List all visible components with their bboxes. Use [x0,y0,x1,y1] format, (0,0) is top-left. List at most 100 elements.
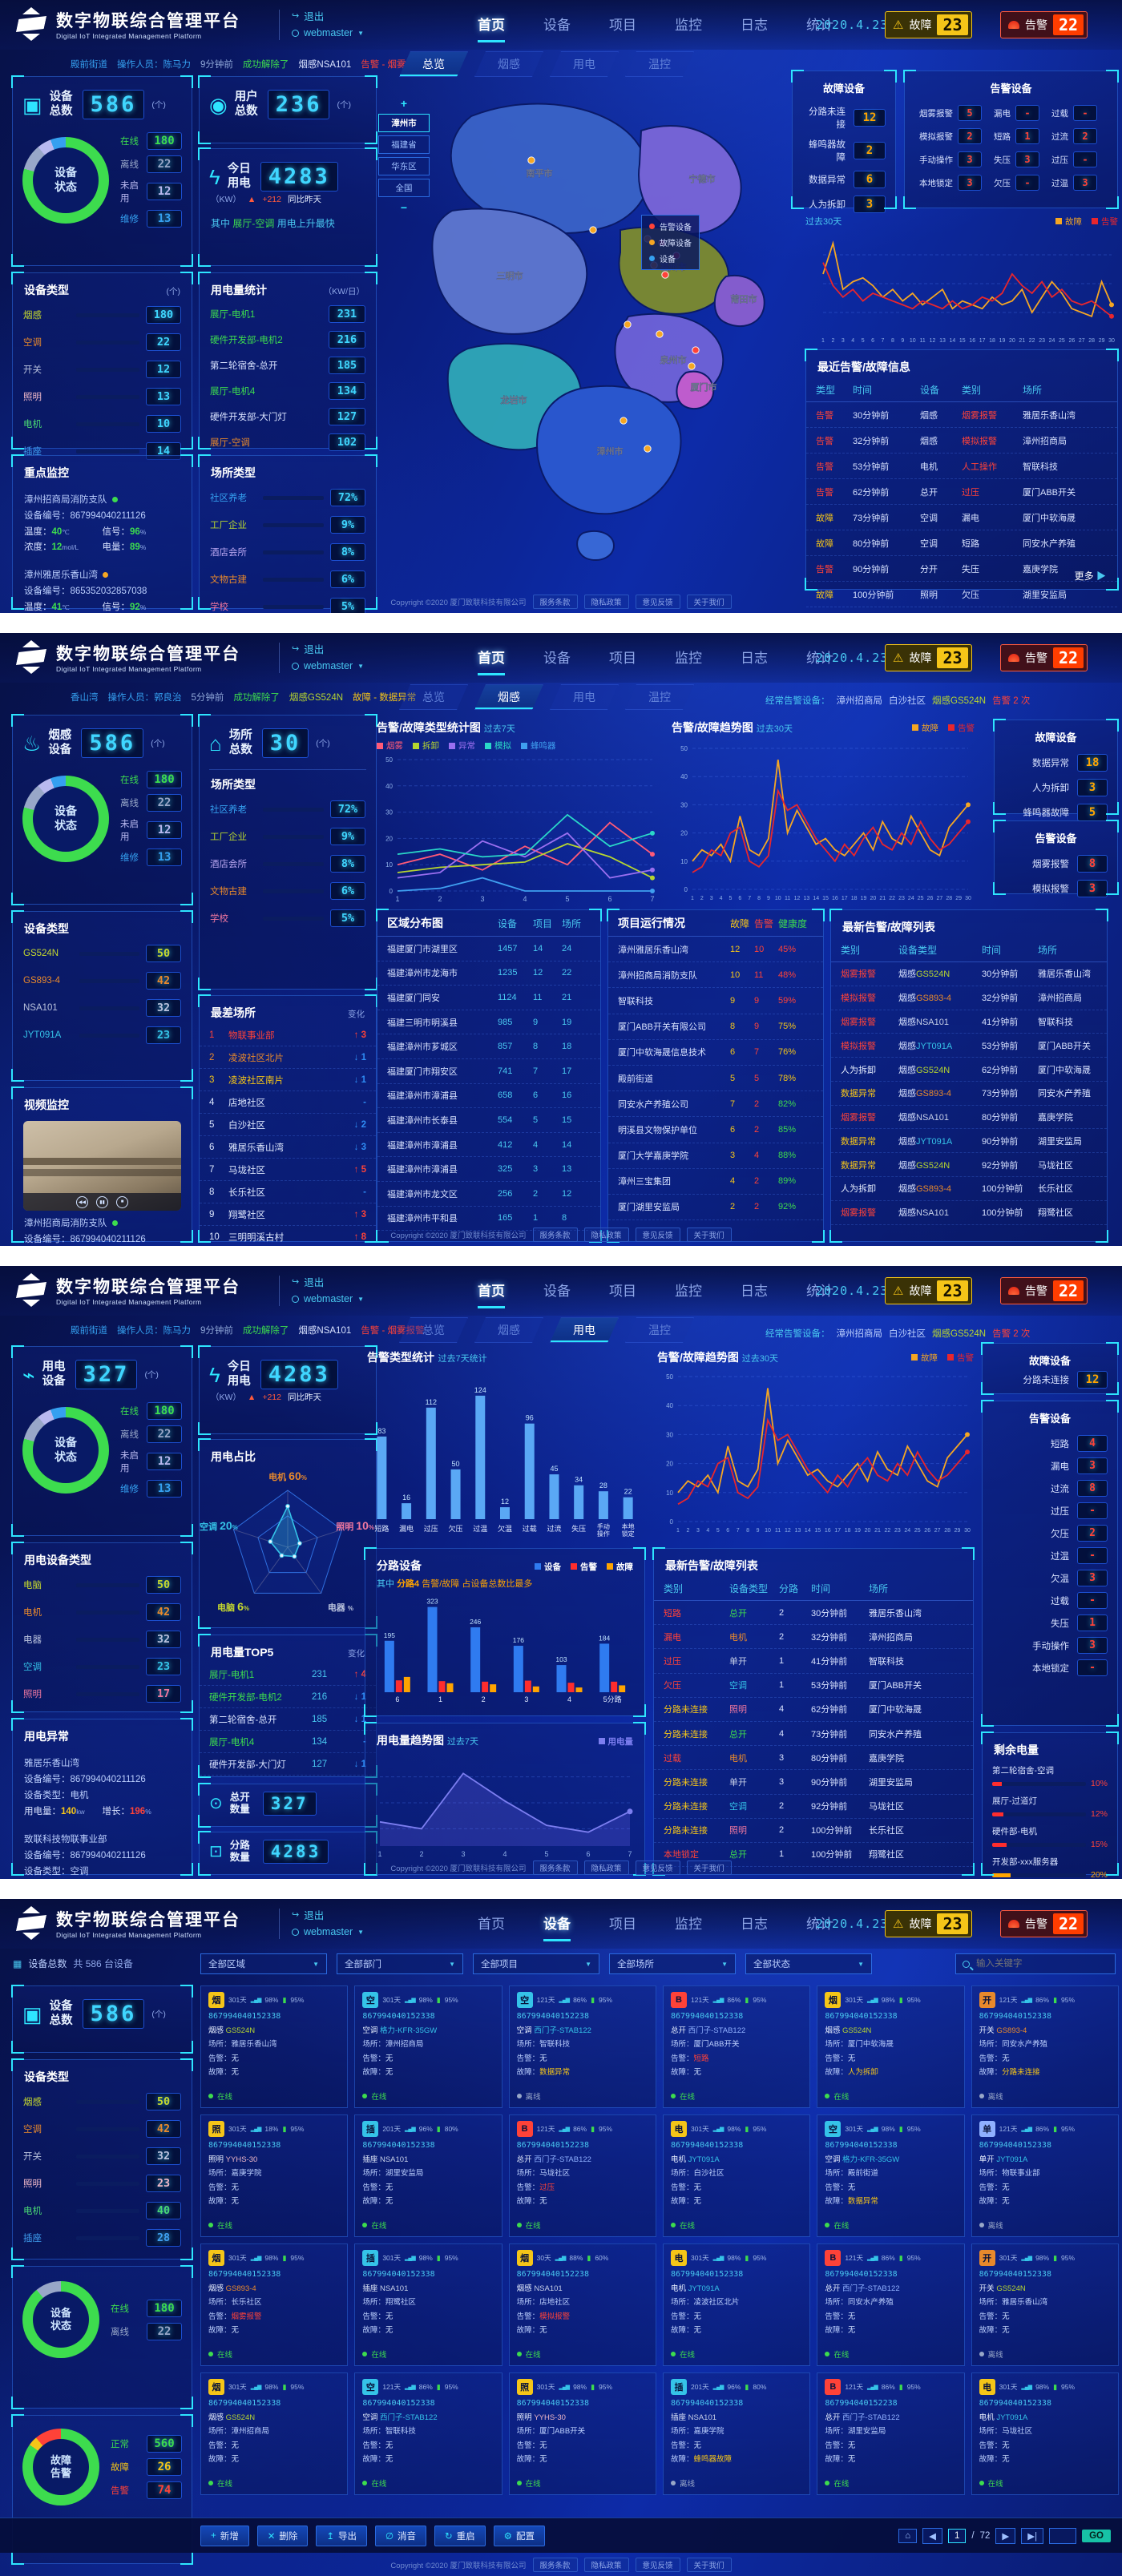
filter-dropdown[interactable]: 全部部门 ▼ [337,1953,463,1974]
video-control-button[interactable]: ◀◀ [76,1195,88,1208]
nav-item[interactable]: 设备 [543,18,571,33]
nav-item[interactable]: 统计 [806,651,833,666]
alarm-badge[interactable]: 告警 22 [1000,1277,1088,1304]
nav-item[interactable]: 项目 [609,18,636,33]
table-row[interactable]: 模拟报警 烟感GS893-4 32分钟前 漳州招商局 [831,986,1107,1010]
footer-link[interactable]: 意见反馈 [635,1860,680,1875]
footer-link[interactable]: 隐私政策 [583,595,629,609]
table-row[interactable]: 人为拆卸 烟感GS893-4 100分钟前 长乐社区 [831,1177,1107,1201]
logout-button[interactable]: ↪ 退出 [292,11,325,22]
device-card[interactable]: 开 121天 ▂▄▆ 86% ▮ 95% 867994040152338 开关 GS89… [971,1985,1119,2108]
worst-venue-row[interactable]: 9 翔鹭社区 ↑ 3 [200,1203,376,1226]
province-map[interactable]: 南平市宁德市三明市福州市莆田市泉州市龙岩市漳州市厦门市 [383,76,800,605]
subnav-item[interactable]: 用电 [550,1317,619,1343]
project-row[interactable]: 厦门湖里安监局 2 2 92% [608,1195,823,1221]
nav-item[interactable]: 监控 [675,1284,702,1299]
project-row[interactable]: 漳州三宝集团 4 2 89% [608,1169,823,1195]
search-input[interactable] [975,1958,1108,1969]
table-row[interactable]: 故障 80分钟前 空调 短路 同安水产养殖 [806,530,1117,556]
logout-button[interactable]: ↪ 退出 [292,1277,325,1288]
project-row[interactable]: 殿前街道 5 5 78% [608,1066,823,1092]
fault-badge[interactable]: ⚠ 故障 23 [885,11,972,38]
table-row[interactable]: 烟雾报警 烟感GS524N 30分钟前 雅居乐香山湾 [831,962,1107,986]
footer-link[interactable]: 关于我们 [686,2558,732,2572]
nav-item[interactable]: 项目 [609,1284,636,1299]
subnav-item[interactable]: 温控 [625,1317,694,1343]
footer-link[interactable]: 意见反馈 [635,1228,680,1242]
toolbar-button[interactable]: ✕ 删除 [256,2525,309,2546]
region-row[interactable]: 福建漳州市芗城区 857 8 18 [377,1034,600,1059]
table-row[interactable]: 告警 32分钟前 烟感 模拟报警 漳州招商局 [806,428,1117,454]
nav-item[interactable]: 统计 [806,18,833,33]
device-card[interactable]: 电 301天 ▂▄▆ 98% ▮ 95% 867994040152338 电机 JYT0… [662,2114,811,2237]
fault-badge[interactable]: ⚠ 故障 23 [885,1277,972,1304]
footer-link[interactable]: 隐私政策 [583,1228,629,1242]
logout-button[interactable]: ↪ 退出 [292,644,325,655]
nav-item[interactable]: 日志 [741,1917,768,1932]
filter-dropdown[interactable]: 全部场所 ▼ [609,1953,736,1974]
region-row[interactable]: 福建漳州市漳浦县 325 3 13 [377,1157,600,1182]
map-level-country[interactable]: 全国 [378,179,430,197]
table-row[interactable]: 过压 单开 1 41分钟前 智联科技 [654,1649,973,1674]
table-row[interactable]: 告警 30分钟前 烟感 烟雾报警 雅居乐香山湾 [806,402,1117,428]
nav-item[interactable]: 监控 [675,1917,702,1932]
alarm-badge[interactable]: 告警 22 [1000,1910,1088,1937]
table-row[interactable]: 告警 53分钟前 电机 人工操作 智联科技 [806,454,1117,479]
project-row[interactable]: 漳州招商局消防支队 10 11 48% [608,962,823,989]
table-row[interactable]: 漏电 电机 2 32分钟前 漳州招商局 [654,1625,973,1650]
device-card[interactable]: 照 301天 ▂▄▆ 18% ▮ 95% 867994040152338 照明 YYHS… [200,2114,349,2237]
logout-button[interactable]: ↪ 退出 [292,1910,325,1921]
worst-venue-row[interactable]: 6 雅居乐香山湾 ↓ 3 [200,1136,376,1159]
map-level-province[interactable]: 福建省 [378,135,430,154]
project-row[interactable]: 厦门ABB开关有限公司 8 9 75% [608,1014,823,1040]
device-card[interactable]: B 121天 ▂▄▆ 86% ▮ 95% 867994040152238 总开 西门子-… [508,2114,656,2237]
subnav-item[interactable]: 烟感 [474,684,543,710]
worst-venue-row[interactable]: 8 长乐社区 - [200,1181,376,1203]
table-row[interactable]: 模拟报警 烟感JYT091A 53分钟前 厦门ABB开关 [831,1034,1107,1058]
device-card[interactable]: 烟 301天 ▂▄▆ 98% ▮ 95% 867994040152338 烟感 GS89… [200,2243,349,2366]
nav-item[interactable]: 首页 [478,647,505,675]
table-row[interactable]: 烟雾报警 烟感NSA101 80分钟前 嘉庚学院 [831,1106,1107,1130]
footer-link[interactable]: 服务条款 [532,595,578,609]
device-card[interactable]: 烟 301天 ▂▄▆ 98% ▮ 95% 867994040152338 烟感 GS52… [817,1985,965,2108]
subnav-item[interactable]: 总览 [399,1317,468,1343]
region-row[interactable]: 福建厦门市翔安区 741 7 17 [377,1059,600,1084]
project-row[interactable]: 明溪县文物保护单位 6 2 85% [608,1117,823,1143]
nav-item[interactable]: 项目 [609,651,636,666]
device-card[interactable]: 空 301天 ▂▄▆ 98% ▮ 95% 867994040152338 空调 格力-K… [817,2114,965,2237]
subnav-item[interactable]: 用电 [550,51,619,77]
footer-link[interactable]: 关于我们 [686,1860,732,1875]
toolbar-button[interactable]: ⚙ 配置 [493,2525,545,2546]
toolbar-button[interactable]: ↥ 导出 [316,2525,367,2546]
table-row[interactable]: 分路未连接 照明 2 100分钟前 长乐社区 [654,1819,973,1843]
prev-page-button[interactable]: ◀ [922,2527,942,2544]
table-row[interactable]: 短路 总开 2 30分钟前 雅居乐香山湾 [654,1601,973,1626]
last-page-button[interactable]: ▶| [1021,2527,1044,2544]
map-zoom-out-button[interactable]: − [378,200,430,215]
footer-link[interactable]: 隐私政策 [583,2558,629,2572]
nav-item[interactable]: 统计 [806,1284,833,1299]
footer-link[interactable]: 隐私政策 [583,1860,629,1875]
table-row[interactable]: 分路未连接 总开 4 73分钟前 同安水产养殖 [654,1722,973,1747]
project-row[interactable]: 厦门中软海晟信息技术 6 7 76% [608,1040,823,1066]
nav-item[interactable]: 设备 [543,1284,571,1299]
table-row[interactable]: 分路未连接 照明 4 62分钟前 厦门中软海晟 [654,1698,973,1722]
region-row[interactable]: 福建漳州市龙海市 1235 12 22 [377,961,600,986]
region-row[interactable]: 福建漳州市平和县 165 1 8 [377,1207,600,1232]
device-card[interactable]: 电 301天 ▂▄▆ 98% ▮ 95% 867994040152338 电机 JYT0… [662,2243,811,2366]
device-card[interactable]: 烟 301天 ▂▄▆ 98% ▮ 95% 867994040152338 烟感 GS52… [200,1985,349,2108]
device-card[interactable]: 空 121天 ▂▄▆ 86% ▮ 95% 867994040152238 空调 西门子-… [508,1985,656,2108]
table-row[interactable]: 数据异常 烟感GS893-4 73分钟前 同安水产养殖 [831,1082,1107,1106]
table-row[interactable]: 过载 电机 3 80分钟前 嘉庚学院 [654,1746,973,1771]
subnav-item[interactable]: 烟感 [474,1317,543,1343]
device-card[interactable]: 插 201天 ▂▄▆ 96% ▮ 80% 867994040152338 插座 NSA1… [354,2114,502,2237]
table-row[interactable]: 数据异常 烟感JYT091A 90分钟前 湖里安监局 [831,1129,1107,1154]
device-card[interactable]: 单 121天 ▂▄▆ 86% ▮ 95% 867994040152338 单开 JYT0… [971,2114,1119,2237]
worst-venue-row[interactable]: 10 三明明溪古村 ↑ 8 [200,1226,376,1246]
first-page-button[interactable]: ⌂ [898,2528,918,2543]
user-menu[interactable]: webmaster ▼ [292,27,364,38]
region-row[interactable]: 福建漳州市龙文区 256 2 12 [377,1182,600,1207]
device-card[interactable]: 插 301天 ▂▄▆ 98% ▮ 95% 867994040152338 插座 NSA1… [354,2243,502,2366]
nav-item[interactable]: 首页 [478,14,505,42]
go-button[interactable]: GO [1082,2529,1111,2542]
